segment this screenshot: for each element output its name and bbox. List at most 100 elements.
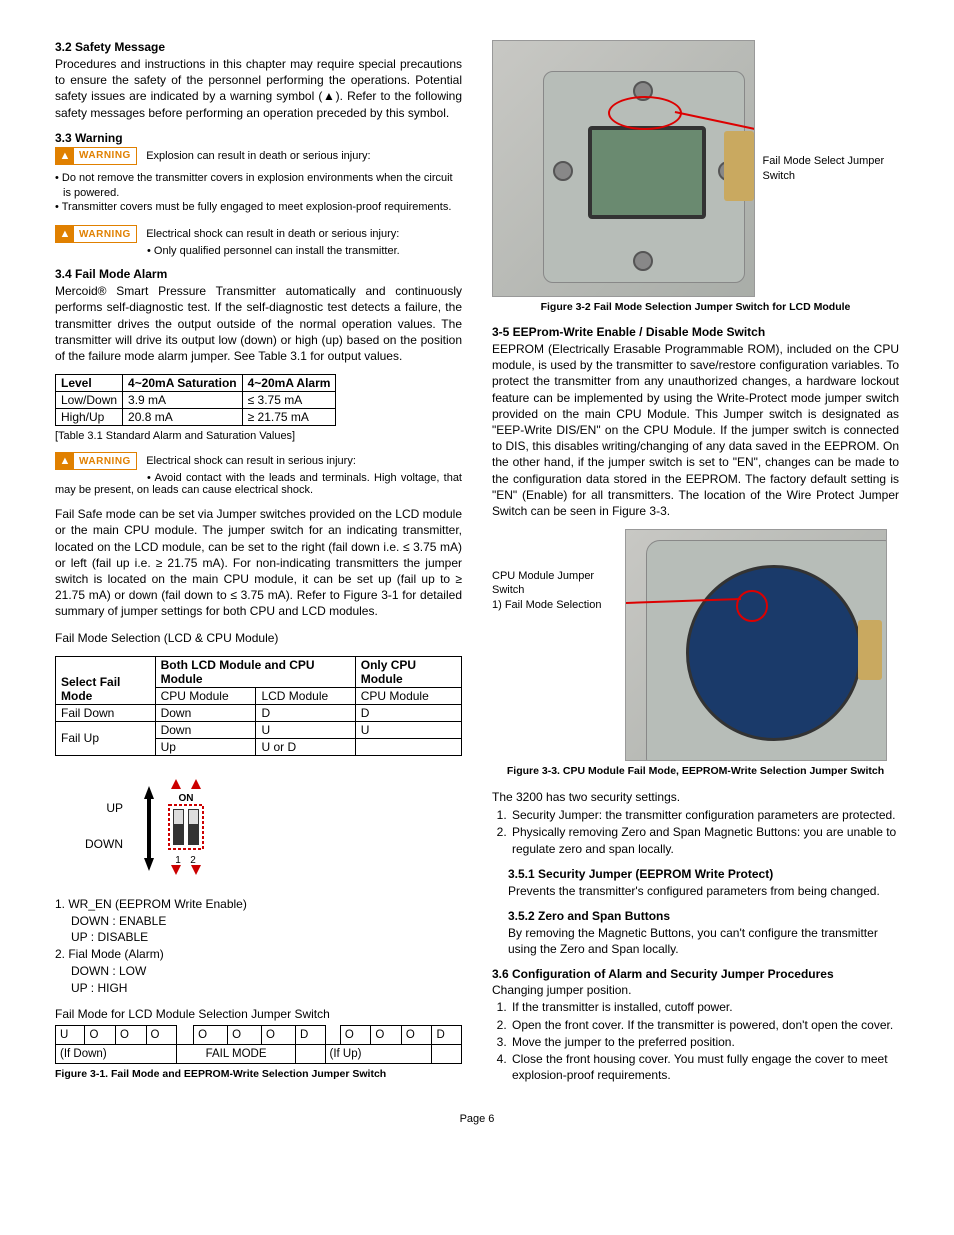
para-3-5-2: By removing the Magnetic Buttons, you ca…	[508, 925, 899, 957]
table-header: 4~20mA Alarm	[242, 375, 336, 392]
table-cell: D	[432, 1025, 462, 1044]
figure-3-3-caption: Figure 3-3. CPU Module Fail Mode, EEPROM…	[492, 765, 899, 777]
table-cell: D	[355, 704, 461, 721]
warning-badge: ▲ WARNING	[55, 147, 137, 165]
svg-text:ON: ON	[179, 793, 194, 804]
figure-3-3-label-1: CPU Module Jumper Switch	[492, 569, 617, 598]
dip-up-label: UP	[106, 801, 123, 815]
para-3-4b: Fail Safe mode can be set via Jumper swi…	[55, 506, 462, 619]
para-3-5-1: Prevents the transmitter's configured pa…	[508, 883, 899, 899]
table-cell	[177, 1025, 194, 1044]
table-header: Level	[56, 375, 123, 392]
table-header: Both LCD Module and CPU Module	[155, 656, 355, 687]
warning-3a-text: Electrical shock can result in serious i…	[146, 455, 356, 467]
svg-text:1: 1	[175, 855, 181, 866]
page-number: Page 6	[55, 1113, 899, 1125]
table-cell: O	[262, 1025, 296, 1044]
procedure-list: If the transmitter is installed, cutoff …	[492, 999, 899, 1083]
dip-down-label: DOWN	[85, 837, 123, 851]
fail-mode-title: Fail Mode Selection (LCD & CPU Module)	[55, 630, 462, 646]
warning-1-text: Explosion can result in death or serious…	[146, 150, 370, 162]
table-cell	[296, 1044, 325, 1063]
table-header: Only CPU Module	[355, 656, 461, 687]
list-item: Open the front cover. If the transmitter…	[510, 1017, 899, 1033]
list-item: 2. Fial Mode (Alarm)	[55, 946, 462, 963]
table-cell: LCD Module	[256, 687, 355, 704]
warning-2b-text: • Only qualified personnel can install t…	[55, 245, 462, 257]
table-cell: D	[256, 704, 355, 721]
list-item: Do not remove the transmitter covers in …	[55, 171, 462, 201]
table-cell: Fail Up	[56, 721, 156, 755]
list-item: Security Jumper: the transmitter configu…	[510, 807, 899, 823]
table-cell: U	[355, 721, 461, 738]
heading-3-5: 3-5 EEProm-Write Enable / Disable Mode S…	[492, 325, 899, 339]
list-item: DOWN : ENABLE	[55, 913, 462, 930]
table-3-1: Level 4~20mA Saturation 4~20mA Alarm Low…	[55, 374, 336, 426]
table-cell: O	[116, 1025, 147, 1044]
warning-label: WARNING	[74, 150, 136, 161]
table-cell: O	[340, 1025, 371, 1044]
table-cell: High/Up	[56, 409, 123, 426]
figure-3-2-photo	[492, 40, 755, 297]
list-item: UP : DISABLE	[55, 929, 462, 946]
table-cell: ≤ 3.75 mA	[242, 392, 336, 409]
warning-1-bullets: Do not remove the transmitter covers in …	[55, 171, 462, 216]
table-fail-mode: Select Fail Mode Both LCD Module and CPU…	[55, 656, 462, 756]
warning-label: WARNING	[74, 229, 136, 240]
para-3-6-intro: Changing jumper position.	[492, 983, 899, 997]
list-item: Transmitter covers must be fully engaged…	[55, 200, 462, 215]
table-cell: Down	[155, 704, 256, 721]
table-cell: D	[296, 1025, 325, 1044]
table-cell: Fail Down	[56, 704, 156, 721]
table-3-1-caption: [Table 3.1 Standard Alarm and Saturation…	[55, 430, 462, 442]
table-cell: U	[56, 1025, 85, 1044]
table-cell: O	[228, 1025, 262, 1044]
table-cell: Down	[155, 721, 256, 738]
table-cell: (If Up)	[325, 1044, 432, 1063]
table-cell: FAIL MODE	[177, 1044, 296, 1063]
figure-3-3-photo	[625, 529, 887, 761]
table-cell	[355, 738, 461, 755]
list-item: UP : HIGH	[55, 980, 462, 997]
table-cell: U	[256, 721, 355, 738]
table-cell: Low/Down	[56, 392, 123, 409]
list-item: Physically removing Zero and Span Magnet…	[510, 824, 899, 856]
warning-badge: ▲ WARNING	[55, 225, 137, 243]
table-cell: O	[371, 1025, 402, 1044]
figure-3-2-caption: Figure 3-2 Fail Mode Selection Jumper Sw…	[492, 301, 899, 313]
lcd-jumper-table: U O O O O O O D O O O D (If Down) FAIL M…	[55, 1025, 462, 1064]
warning-triangle-icon: ▲	[56, 148, 74, 164]
table-cell: CPU Module	[155, 687, 256, 704]
table-cell: 20.8 mA	[123, 409, 243, 426]
table-cell: ≥ 21.75 mA	[242, 409, 336, 426]
para-3-4: Mercoid® Smart Pressure Transmitter auto…	[55, 283, 462, 364]
security-intro: The 3200 has two security settings.	[492, 789, 899, 805]
para-3-2: Procedures and instructions in this chap…	[55, 56, 462, 121]
table-cell: O	[401, 1025, 432, 1044]
warning-label: WARNING	[74, 456, 136, 467]
table-cell: O	[85, 1025, 116, 1044]
table-cell: U or D	[256, 738, 355, 755]
svg-text:2: 2	[190, 855, 196, 866]
heading-3-2: 3.2 Safety Message	[55, 40, 462, 54]
para-3-5: EEPROM (Electrically Erasable Programmab…	[492, 341, 899, 519]
list-item: 1. WR_EN (EEPROM Write Enable)	[55, 896, 462, 913]
dip-description: 1. WR_EN (EEPROM Write Enable) DOWN : EN…	[55, 896, 462, 997]
warning-3b-text: • Avoid contact with the leads and termi…	[55, 472, 462, 496]
security-list: Security Jumper: the transmitter configu…	[492, 807, 899, 857]
list-item: Move the jumper to the preferred positio…	[510, 1034, 899, 1050]
table-cell: O	[146, 1025, 177, 1044]
heading-3-5-1: 3.5.1 Security Jumper (EEPROM Write Prot…	[508, 867, 899, 881]
warning-badge: ▲ WARNING	[55, 452, 137, 470]
warning-2a-text: Electrical shock can result in death or …	[146, 228, 399, 240]
table-cell	[432, 1044, 462, 1063]
table-header: Select Fail Mode	[56, 656, 156, 704]
figure-3-1-caption: Figure 3-1. Fail Mode and EEPROM-Write S…	[55, 1068, 462, 1080]
list-item: If the transmitter is installed, cutoff …	[510, 999, 899, 1015]
warning-triangle-icon: ▲	[56, 453, 74, 469]
lcd-table-title: Fail Mode for LCD Module Selection Jumpe…	[55, 1007, 462, 1021]
table-header: 4~20mA Saturation	[123, 375, 243, 392]
heading-3-6: 3.6 Configuration of Alarm and Security …	[492, 967, 899, 981]
figure-3-3-label-2: 1) Fail Mode Selection	[492, 598, 617, 612]
table-cell: 3.9 mA	[123, 392, 243, 409]
